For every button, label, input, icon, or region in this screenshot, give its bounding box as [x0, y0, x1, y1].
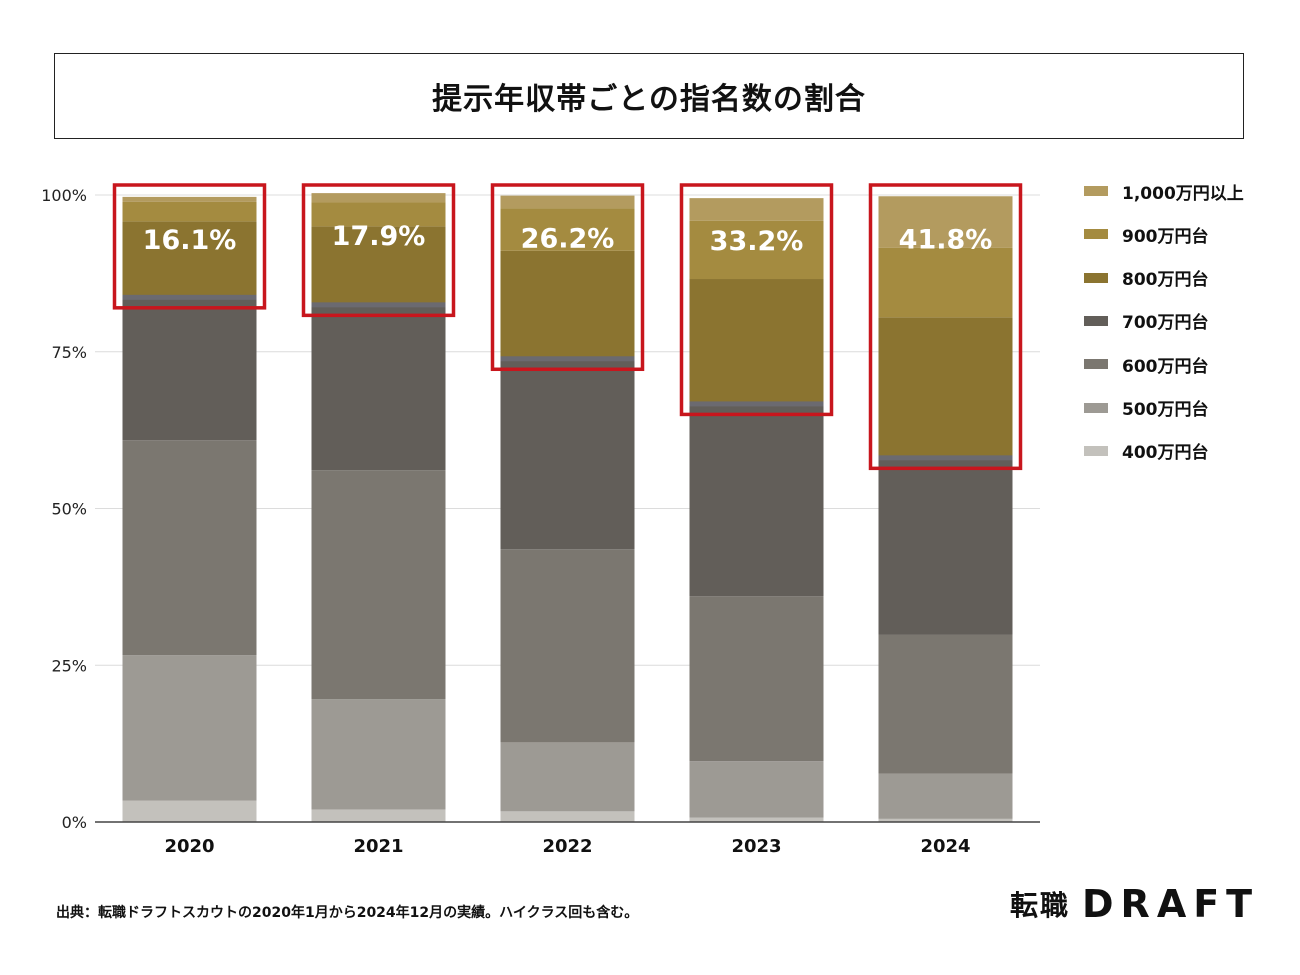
bar-segment	[500, 742, 635, 812]
bar-segment	[878, 196, 1013, 248]
bar-segment	[311, 699, 446, 810]
highlight-box	[868, 183, 1023, 471]
bar-segment	[689, 220, 824, 280]
legend-label: 600万円台	[1122, 356, 1209, 377]
legend-item: 900万円台	[1084, 223, 1209, 247]
highlight-percent-label: 33.2%	[710, 226, 804, 257]
bar-segment	[122, 297, 257, 441]
y-tick-label: 50%	[51, 500, 87, 519]
bar-segment	[122, 800, 257, 822]
legend-swatch	[1084, 315, 1108, 326]
bar-segment	[878, 247, 1013, 318]
bar-segment	[878, 818, 1013, 822]
highlight-box	[112, 183, 267, 310]
highlight-box	[301, 183, 456, 318]
highlight-box	[490, 183, 645, 372]
logo-text-en: DRAFT	[1082, 882, 1260, 926]
legend-swatch	[1084, 229, 1108, 240]
band-divider	[500, 356, 635, 362]
band-divider	[878, 455, 1013, 461]
x-tick-label: 2020	[164, 836, 214, 857]
bar-segment	[689, 404, 824, 597]
chart-title: 提示年収帯ごとの指名数の割合	[432, 82, 866, 117]
band-divider	[122, 294, 257, 300]
band-divider	[689, 401, 824, 407]
legend-item: 800万円台	[1084, 267, 1209, 291]
logo-text-ja: 転職	[1010, 889, 1071, 922]
legend-swatch	[1084, 186, 1108, 196]
bar-segment	[122, 201, 257, 222]
source-note: 出典：転職ドラフトスカウトの2020年1月から2024年12月の実績。ハイクラス…	[56, 905, 639, 921]
bar-segment	[689, 279, 824, 405]
x-tick-label: 2024	[920, 836, 970, 857]
y-tick-label: 100%	[41, 186, 87, 205]
bar-segment	[122, 655, 257, 801]
bar-segment	[500, 250, 635, 360]
legend-item: 1,000万円以上	[1084, 180, 1244, 204]
legend-swatch	[1084, 359, 1108, 370]
chart-title-box: 提示年収帯ごとの指名数の割合	[54, 53, 1244, 139]
y-tick-label: 75%	[51, 343, 87, 362]
bar-segment	[689, 596, 824, 762]
bar-segment	[311, 470, 446, 700]
legend-label: 800万円台	[1122, 270, 1209, 291]
legend-label: 500万円台	[1122, 400, 1209, 420]
bar-segment	[311, 226, 446, 306]
band-divider	[311, 302, 446, 308]
bar-segment	[878, 317, 1013, 459]
highlight-percent-label: 41.8%	[899, 224, 993, 255]
bar-segment	[689, 198, 824, 221]
y-tick-label: 0%	[62, 813, 87, 832]
bar-segment	[689, 817, 824, 822]
bar-segment	[311, 809, 446, 822]
bar-segment	[500, 195, 635, 209]
legend-swatch	[1084, 402, 1108, 413]
draft-logo: 転職 DRAFT	[1010, 882, 1259, 926]
bar-segment	[500, 208, 635, 251]
highlight-box	[679, 183, 834, 417]
legend-swatch	[1084, 445, 1108, 456]
bar-segment	[500, 811, 635, 822]
bar-segment	[500, 359, 635, 550]
stacked-bar-chart: 0% 25% 50% 75% 100% 2020 16.1% 2021 17.9% 2022 26.…	[41, 183, 1040, 857]
bar-segment	[122, 221, 257, 298]
bar-segment	[878, 634, 1013, 774]
highlight-percent-label: 17.9%	[332, 221, 426, 252]
highlight-percent-label: 26.2%	[521, 224, 615, 255]
legend-label: 900万円台	[1122, 226, 1209, 247]
legend-label: 400万円台	[1122, 443, 1209, 464]
bar-segment	[122, 196, 257, 202]
bar-segment	[689, 761, 824, 818]
bar-segment	[122, 440, 257, 656]
legend-item: 600万円台	[1084, 353, 1209, 377]
bar-segment	[311, 305, 446, 471]
legend-item: 500万円台	[1084, 397, 1209, 420]
bar-segment	[878, 458, 1013, 635]
legend-swatch	[1084, 272, 1108, 283]
bar-segment	[878, 773, 1013, 819]
bar-segment	[311, 202, 446, 227]
legend-label: 700万円台	[1122, 313, 1209, 334]
legend-item: 400万円台	[1084, 440, 1209, 464]
x-tick-label: 2021	[353, 836, 403, 857]
highlight-percent-label: 16.1%	[143, 225, 237, 256]
y-tick-label: 25%	[51, 656, 87, 675]
bar-segment	[500, 549, 635, 743]
bar-segment	[311, 193, 446, 203]
x-tick-label: 2022	[542, 836, 592, 857]
x-tick-label: 2023	[731, 836, 781, 857]
legend-item: 700万円台	[1084, 310, 1209, 334]
legend-label: 1,000万円以上	[1122, 183, 1244, 204]
